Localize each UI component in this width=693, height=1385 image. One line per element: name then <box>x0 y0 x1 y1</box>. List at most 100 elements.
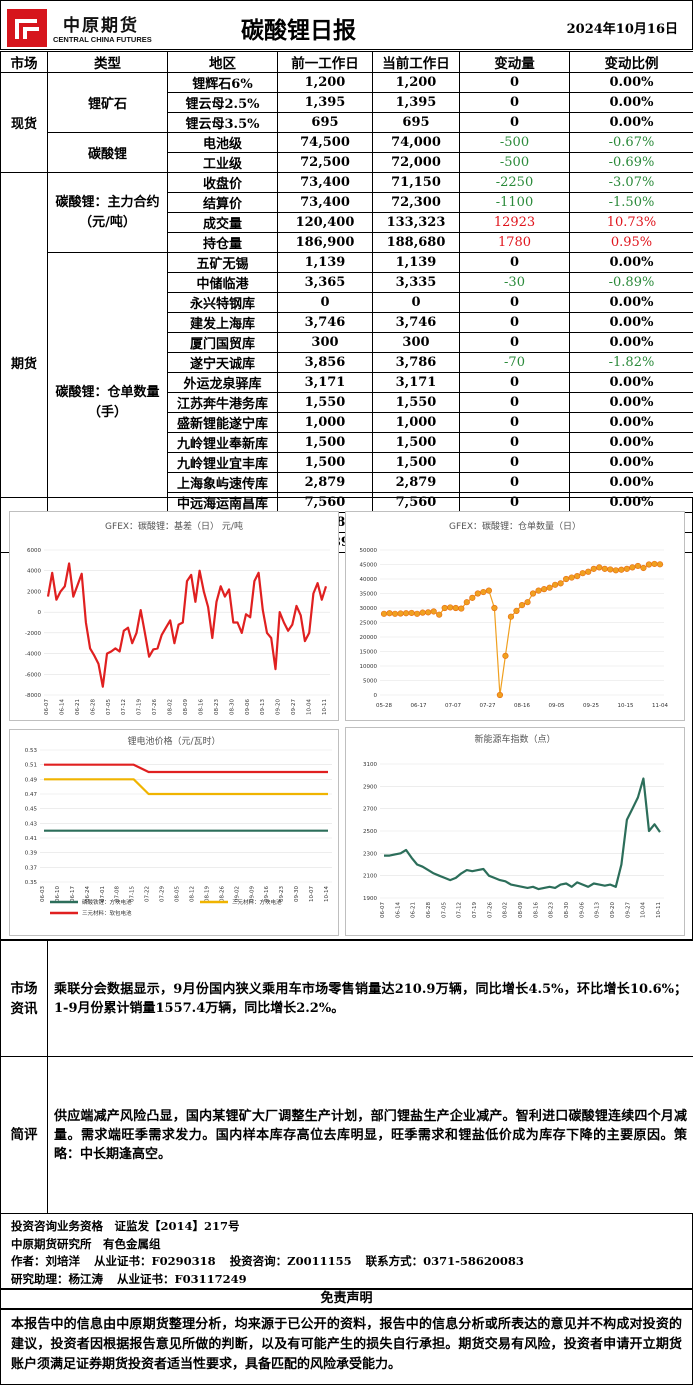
data-point <box>518 601 526 609</box>
x-tick-label: 09-02 <box>234 886 240 902</box>
cell-region: 遂宁天诚库 <box>167 352 278 373</box>
x-tick-label: 07-22 <box>145 886 151 902</box>
author-cert: 从业证书：F0290318 <box>94 1254 216 1268</box>
y-tick-label: 0.37 <box>25 865 38 871</box>
y-tick-label: 1900 <box>363 896 377 902</box>
type-carbonate: 碳酸锂 <box>47 132 168 173</box>
cell-prev: 3,856 <box>277 352 373 373</box>
cell-change: -500 <box>459 132 570 153</box>
y-tick-label: 45000 <box>360 563 378 569</box>
logo-en-text: CENTRAL CHINA FUTURES <box>53 35 152 44</box>
series-line <box>383 563 661 696</box>
data-point <box>507 613 515 620</box>
data-point <box>645 561 653 568</box>
cell-pct: 0.00% <box>569 252 693 273</box>
cell-pct: -1.50% <box>569 192 693 213</box>
table-row: 盛新锂能遂宁库 1,000 1,000 0 0.00% <box>1 412 693 433</box>
cell-prev: 1,500 <box>277 432 373 453</box>
header-curr: 当前工作日 <box>372 51 460 73</box>
cell-change: 0 <box>459 392 570 413</box>
x-tick-label: 07-29 <box>160 886 166 902</box>
cell-prev: 73,400 <box>277 192 373 213</box>
x-tick-label: 11-04 <box>652 703 668 709</box>
data-point <box>607 566 614 573</box>
cell-region: 九岭锂业奉新库 <box>167 432 278 453</box>
table-row: 建发上海库 3,746 3,746 0 0.00% <box>1 312 693 333</box>
comment-text: 供应端减产风险凸显，国内某锂矿大厂调整生产计划，部门锂盐生产企业减产。智利进口碳… <box>47 1056 693 1214</box>
cell-prev: 300 <box>277 332 373 353</box>
cell-curr: 2,879 <box>372 472 460 493</box>
cell-change: 0 <box>459 252 570 273</box>
y-tick-label: 0.35 <box>25 880 38 886</box>
x-tick-label: 08-02 <box>503 902 509 918</box>
data-point <box>419 609 426 616</box>
cell-region: 锂云母2.5% <box>167 92 278 113</box>
cell-change: 0 <box>459 412 570 433</box>
x-tick-label: 06-28 <box>426 902 432 918</box>
assistant-name: 研究助理：杨江涛 <box>11 1271 103 1286</box>
cell-region: 工业级 <box>167 152 278 173</box>
y-tick-label: 20000 <box>360 635 378 641</box>
cell-curr: 1,500 <box>372 432 460 453</box>
x-tick-label: 09-25 <box>583 703 599 709</box>
table-row: 九岭锂业奉新库 1,500 1,500 0 0.00% <box>1 432 693 453</box>
data-point <box>557 580 564 587</box>
cell-pct: 0.00% <box>569 412 693 433</box>
cell-prev: 120,400 <box>277 212 373 233</box>
table-row: 碳酸锂 电池级 74,500 74,000 -500 -0.67% <box>1 132 693 173</box>
header-market: 市场 <box>0 51 48 73</box>
table-row: 遂宁天诚库 3,856 3,786 -70 -1.82% <box>1 352 693 373</box>
cell-pct: 0.00% <box>569 112 693 133</box>
author-name: 作者：刘培洋 <box>11 1254 80 1268</box>
basis-chart: GFEX：碳酸锂：基差（日） 元/吨 6000 4000 2000 0 -2000 -400… <box>9 511 339 721</box>
data-point <box>452 604 459 612</box>
y-tick-label: 0.45 <box>25 807 38 813</box>
y-tick-label: 3100 <box>363 762 377 768</box>
series-line <box>384 777 661 891</box>
x-tick-label: 07-27 <box>480 703 496 709</box>
y-tick-label: 50000 <box>360 548 378 554</box>
x-tick-label: 08-30 <box>229 699 235 715</box>
x-tick-label: 09-27 <box>625 902 631 918</box>
table-row: 期货 碳酸锂：主力合约（元/吨） 收盘价 73,400 71,150 -2250 -3.07… <box>0 172 693 553</box>
y-tick-label: 0.43 <box>25 821 38 827</box>
cell-prev: 72,500 <box>277 152 373 173</box>
table-row: 九岭锂业宜丰库 1,500 1,500 0 0.00% <box>1 452 693 473</box>
data-point <box>447 604 454 611</box>
company-logo: 中原期货 CENTRAL CHINA FUTURES <box>7 9 167 47</box>
y-tick-label: 0.47 <box>25 792 38 798</box>
data-point <box>425 609 432 616</box>
cell-pct: -0.67% <box>569 132 693 153</box>
x-tick-label: 06-14 <box>395 902 401 918</box>
cell-region: 持仓量 <box>167 232 278 253</box>
data-point <box>656 561 664 568</box>
data-point <box>463 599 470 606</box>
x-tick-label: 08-09 <box>183 699 189 715</box>
cell-curr: 1,200 <box>372 72 460 93</box>
table-row: 工业级 72,500 72,000 -500 -0.69% <box>1 152 693 173</box>
x-tick-label: 10-07 <box>309 886 315 902</box>
cell-curr: 74,000 <box>372 132 460 153</box>
cell-pct: -3.07% <box>569 172 693 193</box>
cell-region: 五矿无锡 <box>167 252 278 273</box>
y-tick-label: -8000 <box>25 693 41 699</box>
cell-pct: 0.00% <box>569 452 693 473</box>
x-tick-label: 07-05 <box>441 902 447 918</box>
cell-pct: -0.69% <box>569 152 693 173</box>
x-tick-label: 07-12 <box>457 902 463 918</box>
cell-prev: 74,500 <box>277 132 373 153</box>
y-tick-label: 2300 <box>363 851 377 857</box>
x-tick-label: 10-04 <box>307 699 313 715</box>
data-point <box>579 570 586 577</box>
x-tick-label: 08-05 <box>175 886 181 902</box>
type-main-contract: 碳酸锂：主力合约（元/吨） <box>47 172 168 253</box>
data-point <box>540 586 548 593</box>
data-point <box>474 590 481 597</box>
cell-region: 永兴特钢库 <box>167 292 278 313</box>
cell-prev: 3,746 <box>277 312 373 333</box>
y-tick-label: 15000 <box>360 650 378 656</box>
cell-curr: 72,000 <box>372 152 460 173</box>
cell-region: 建发上海库 <box>167 312 278 333</box>
cell-change: 0 <box>459 312 570 333</box>
x-tick-label: 10-04 <box>641 902 647 918</box>
